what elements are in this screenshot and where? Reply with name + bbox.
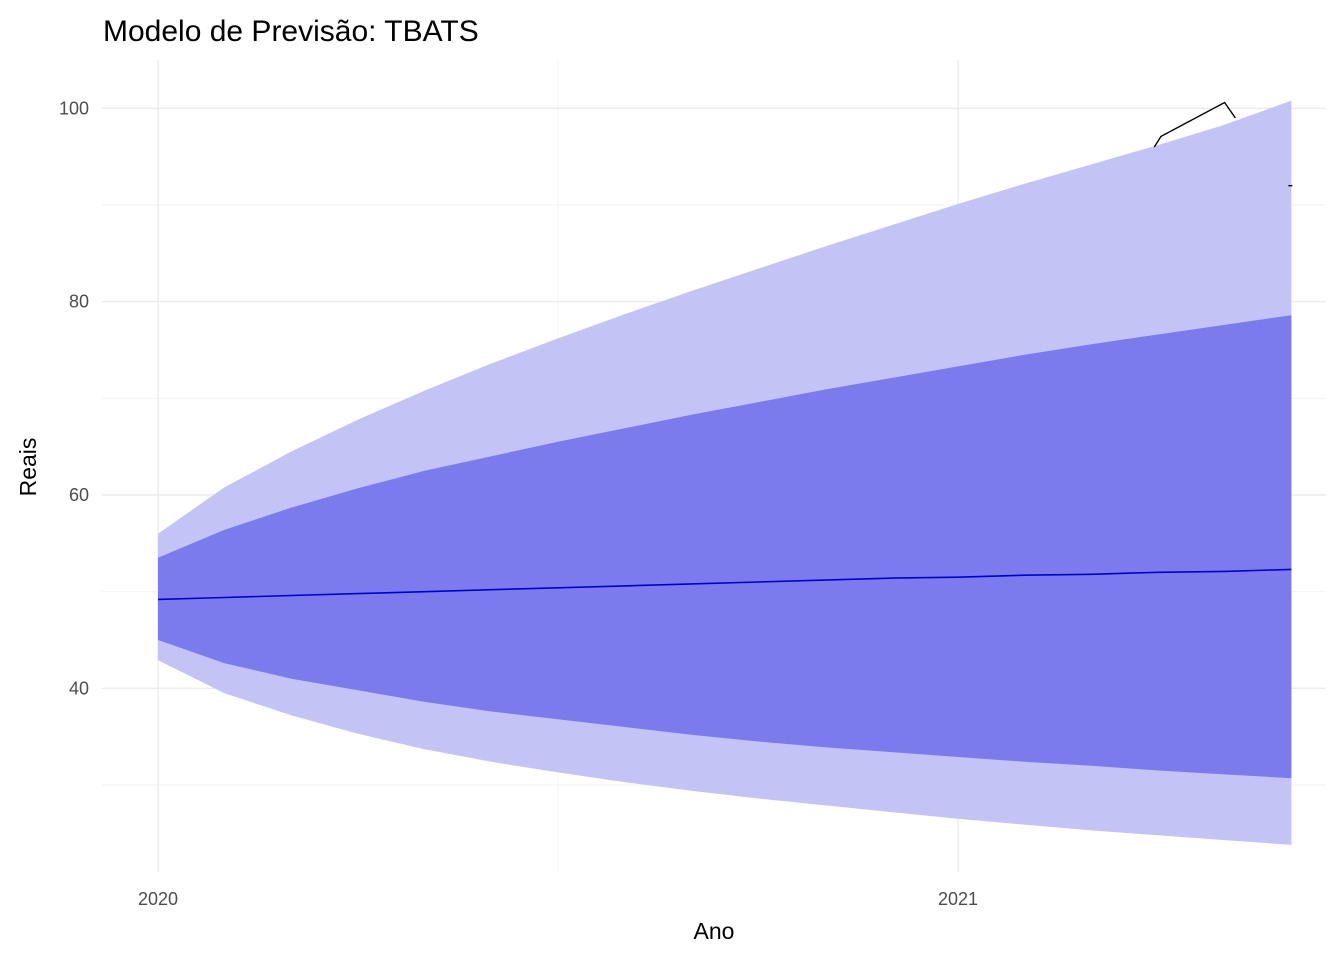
- forecast-bands: [158, 100, 1292, 845]
- observed-series-line: [1153, 101, 1236, 148]
- x-tick-label: 2021: [938, 889, 978, 909]
- y-tick-label: 80: [69, 292, 89, 312]
- inner-interval-band: [158, 315, 1292, 779]
- y-tick-label: 60: [69, 485, 89, 505]
- x-axis-ticks: 2020 2021: [138, 889, 978, 909]
- y-tick-label: 40: [69, 678, 89, 698]
- y-axis-ticks: 40 60 80 100: [59, 98, 89, 698]
- y-tick-label: 100: [59, 98, 89, 118]
- plot-panel: [102, 60, 1326, 872]
- chart-title: Modelo de Previsão: TBATS: [103, 15, 479, 48]
- y-axis-title: Reais: [15, 438, 41, 497]
- forecast-lines: [157, 101, 1293, 601]
- x-axis-title: Ano: [694, 918, 735, 944]
- point-forecast-line: [157, 568, 1292, 601]
- x-tick-label: 2020: [138, 889, 178, 909]
